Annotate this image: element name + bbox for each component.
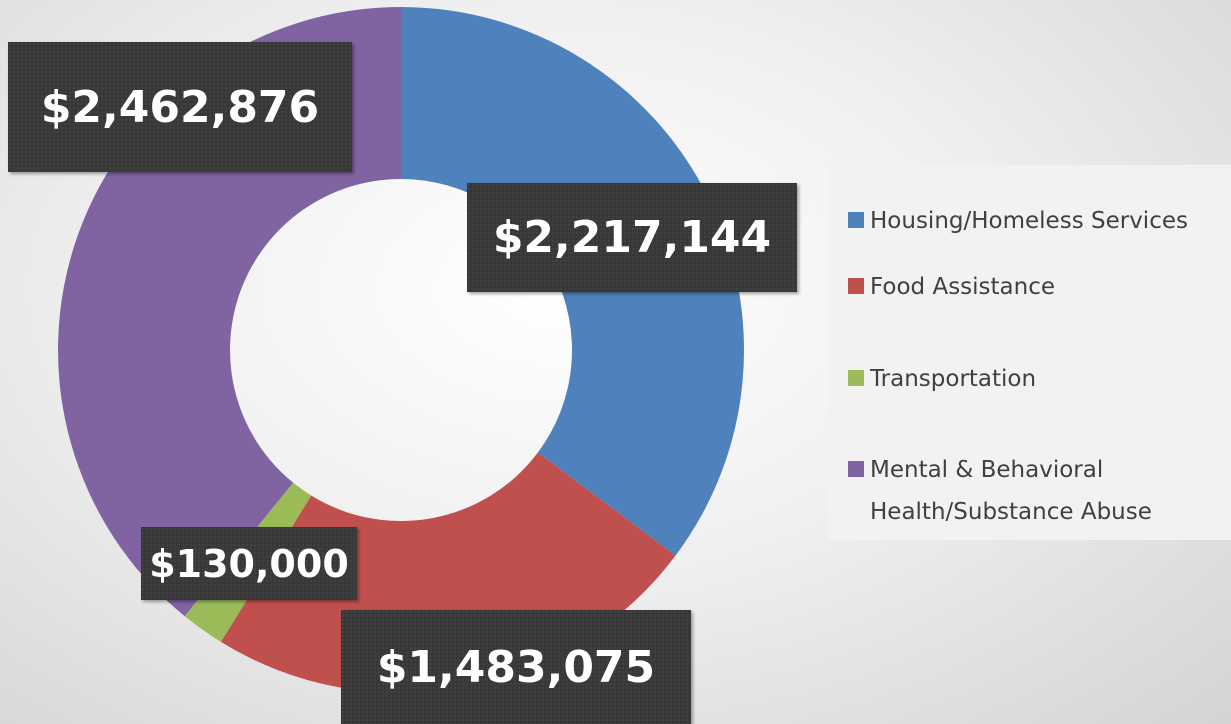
legend-entry: Mental & Behavioral Health/Substance Abu… bbox=[848, 449, 1228, 533]
data-label: $130,000 bbox=[141, 527, 357, 600]
legend-label: Housing/Homeless Services bbox=[870, 208, 1188, 234]
legend-swatch bbox=[848, 278, 864, 294]
legend-label: Mental & Behavioral Health/Substance Abu… bbox=[870, 457, 1152, 525]
data-label: $1,483,075 bbox=[341, 610, 691, 724]
legend-entry: Housing/Homeless Services bbox=[848, 200, 1228, 242]
legend-label: Food Assistance bbox=[870, 274, 1056, 300]
legend-label: Transportation bbox=[870, 366, 1037, 392]
legend: Housing/Homeless Services Food Assistance… bbox=[828, 165, 1231, 540]
legend-entry: Food Assistance bbox=[848, 266, 1228, 308]
legend-swatch bbox=[848, 212, 864, 228]
legend-entry: Transportation bbox=[848, 358, 1228, 400]
data-label: $2,462,876 bbox=[8, 42, 352, 172]
data-label: $2,217,144 bbox=[467, 183, 797, 292]
legend-swatch bbox=[848, 370, 864, 386]
legend-swatch bbox=[848, 461, 864, 477]
